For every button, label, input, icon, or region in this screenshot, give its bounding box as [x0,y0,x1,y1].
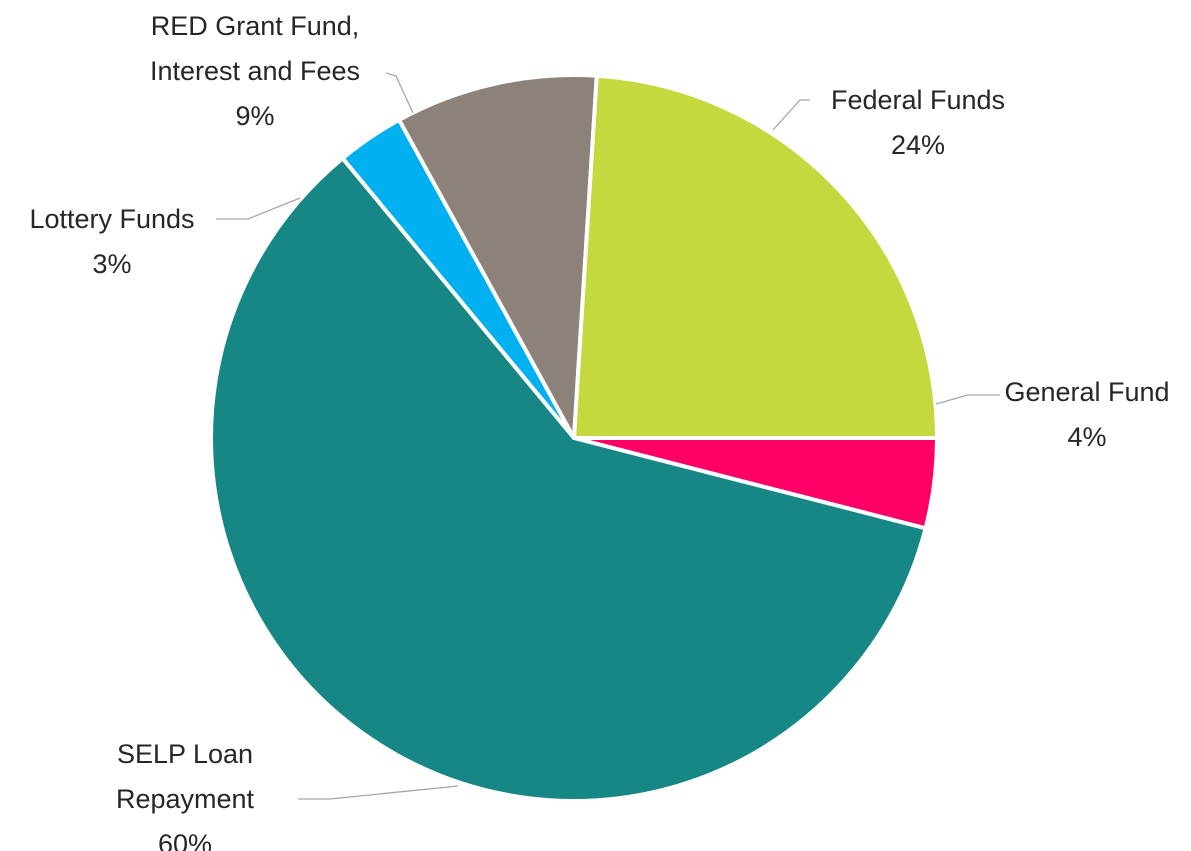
leader-line-general-fund [935,394,1000,405]
slice-name-line: General Fund [1004,377,1169,407]
slice-percent: 9% [235,101,274,131]
slice-name-line: Federal Funds [831,85,1005,115]
leader-line-lottery-funds [216,197,301,220]
leader-line-federal-funds [772,99,810,131]
slice-percent: 24% [891,130,945,160]
slice-name-line: Lottery Funds [29,204,194,234]
pie-slices [209,73,939,803]
leader-line-red-grant-fund-interest-and-fees [385,72,414,114]
slice-name-line: RED Grant Fund, [151,11,360,41]
leader-line-selp-loan-repayment [298,785,459,800]
data-label-general-fund: General Fund 4% [1004,377,1169,452]
slice-percent: 60% [158,829,212,851]
slice-name-line: SELP Loan [117,739,253,769]
data-label-selp-loan-repayment: SELP Loan Repayment 60% [116,739,255,851]
slice-name-line: Interest and Fees [150,56,360,86]
data-label-federal-funds: Federal Funds 24% [831,85,1005,160]
slice-federal-funds [572,73,939,440]
slice-percent: 3% [92,249,131,279]
data-label-lottery-funds: Lottery Funds 3% [29,204,194,279]
slice-selp-loan-repayment [209,156,928,803]
leader-lines [216,72,1000,800]
slice-name-line: Repayment [116,784,255,814]
slice-percent: 4% [1067,422,1106,452]
slice-red-grant-fund-interest-and-fees [397,73,599,440]
data-label-red-grant-fund-interest-and-fees: RED Grant Fund, Interest and Fees 9% [150,11,360,131]
data-labels: General Fund 4% SELP Loan Repayment 60% Lotte… [29,11,1169,851]
